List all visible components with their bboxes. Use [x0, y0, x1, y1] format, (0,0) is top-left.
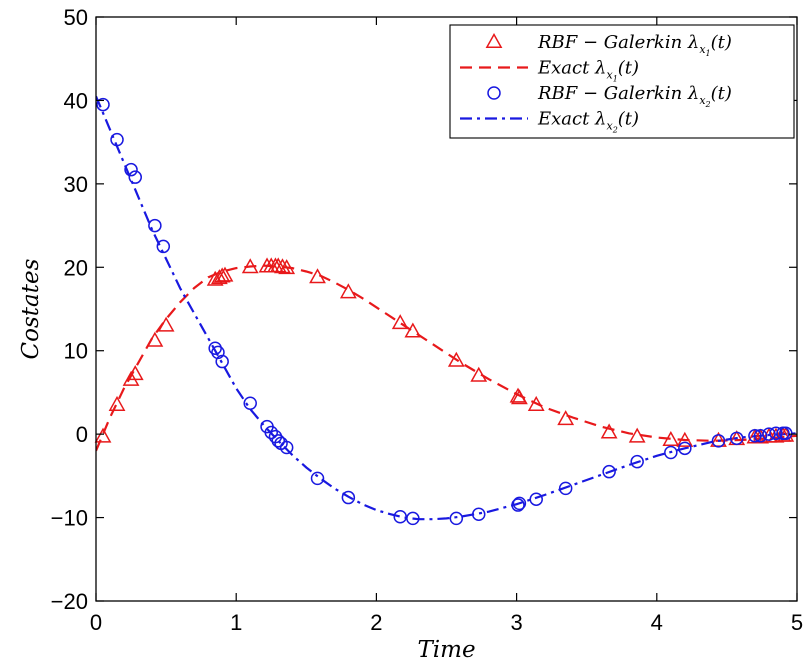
legend-entry-3: RBF − Galerkin λx2(t): [487, 83, 732, 109]
legend-triangle-marker: [485, 32, 503, 48]
x-tick-label: 5: [791, 610, 803, 635]
circle-marker: [678, 441, 692, 456]
x-tick-label: 2: [370, 610, 382, 635]
triangle-marker: [662, 430, 680, 446]
circle-marker: [748, 429, 762, 443]
circle-marker: [769, 426, 783, 441]
circle-marker: [124, 162, 138, 177]
triangle-marker: [527, 395, 545, 411]
circle-marker: [271, 434, 286, 448]
tick-layer: 0 1 2 3 4 5 −20 −10 0 10 20 30 40 50: [51, 5, 803, 635]
circle-marker: [156, 239, 171, 254]
circle-marker: [753, 429, 768, 443]
triangle-marker: [94, 427, 112, 443]
circle-marker: [471, 507, 486, 521]
y-tick-label: 10: [64, 339, 88, 364]
y-tick-label: −10: [51, 506, 88, 531]
circle-marker: [729, 431, 744, 446]
legend-label: Exact λx2(t): [537, 109, 639, 135]
circle-marker: [762, 427, 776, 441]
y-tick-label: 50: [64, 5, 88, 30]
legend-box: [449, 24, 795, 139]
y-tick-label: 30: [64, 172, 88, 197]
triangle-marker: [710, 431, 727, 447]
x-tick-label: 3: [510, 610, 522, 635]
triangle-marker: [274, 258, 291, 274]
triangle-marker: [210, 269, 228, 285]
circle-marker: [664, 445, 678, 460]
circle-marker: [558, 481, 573, 496]
y-tick-label: 40: [64, 88, 88, 113]
circle-marker: [393, 509, 407, 524]
x-tick-label: 0: [90, 610, 102, 635]
circle-marker: [512, 496, 527, 511]
triangle-marker: [126, 365, 144, 381]
legend-entry-1: RBF − Galerkin λx1(t): [485, 32, 732, 58]
triangle-marker: [278, 259, 296, 275]
triangle-marker: [391, 314, 409, 330]
circle-marker: [96, 97, 110, 112]
legend: RBF − Galerkin λx1(t)Exact λx1(t)RBF − G…: [449, 24, 795, 139]
triangle-marker: [511, 389, 528, 405]
triangle-marker: [241, 258, 259, 274]
circle-marker: [602, 464, 616, 479]
triangle-marker: [269, 257, 287, 273]
circle-marker: [243, 396, 257, 411]
triangle-marker: [404, 322, 422, 338]
circle-marker: [128, 170, 143, 184]
triangle-marker: [447, 351, 465, 367]
triangle-marker: [470, 366, 488, 382]
legend-entry-2: Exact λx1(t): [460, 58, 639, 84]
legend-label: RBF − Galerkin λx1(t): [537, 32, 732, 58]
triangle-marker: [216, 266, 234, 282]
triangle-marker: [309, 268, 326, 284]
circle-marker: [630, 454, 644, 469]
legend-label: Exact λx1(t): [537, 58, 639, 84]
circle-marker: [110, 132, 124, 147]
triangle-marker: [557, 410, 575, 426]
circle-marker: [406, 511, 420, 526]
plot-frame: [95, 16, 798, 602]
x-tick-label: 4: [651, 610, 663, 635]
circle-marker: [779, 426, 793, 441]
triangle-marker: [146, 331, 164, 347]
triangle-marker: [157, 316, 175, 332]
circle-marker: [310, 471, 325, 486]
marker-layer: [94, 97, 795, 526]
x-axis-title: Time: [417, 637, 475, 663]
triangle-marker: [676, 431, 694, 447]
triangle-marker: [628, 427, 646, 443]
circle-marker: [215, 354, 229, 369]
series-layer: [96, 95, 797, 521]
legend-label: RBF − Galerkin λx2(t): [537, 83, 732, 109]
series-line-2: [96, 95, 797, 521]
legend-circle-marker: [487, 86, 501, 100]
circle-marker: [279, 440, 294, 455]
circle-marker: [148, 218, 162, 233]
legend-entry-4: Exact λx2(t): [460, 109, 639, 135]
circle-marker: [264, 425, 278, 440]
circle-marker: [511, 498, 525, 512]
circle-marker: [341, 490, 356, 505]
triangle-marker: [339, 283, 357, 299]
triangle-marker: [600, 423, 618, 439]
y-tick-label: −20: [51, 589, 88, 614]
y-tick-label: 0: [76, 422, 88, 447]
triangle-marker: [108, 395, 126, 411]
circle-marker: [449, 511, 464, 526]
series-line-1: [96, 264, 797, 452]
circle-marker: [529, 492, 543, 506]
y-axis-title: Costates: [18, 258, 44, 359]
x-tick-label: 1: [230, 610, 242, 635]
circle-marker: [711, 434, 726, 448]
y-tick-label: 20: [64, 255, 88, 280]
triangle-marker: [213, 267, 231, 283]
